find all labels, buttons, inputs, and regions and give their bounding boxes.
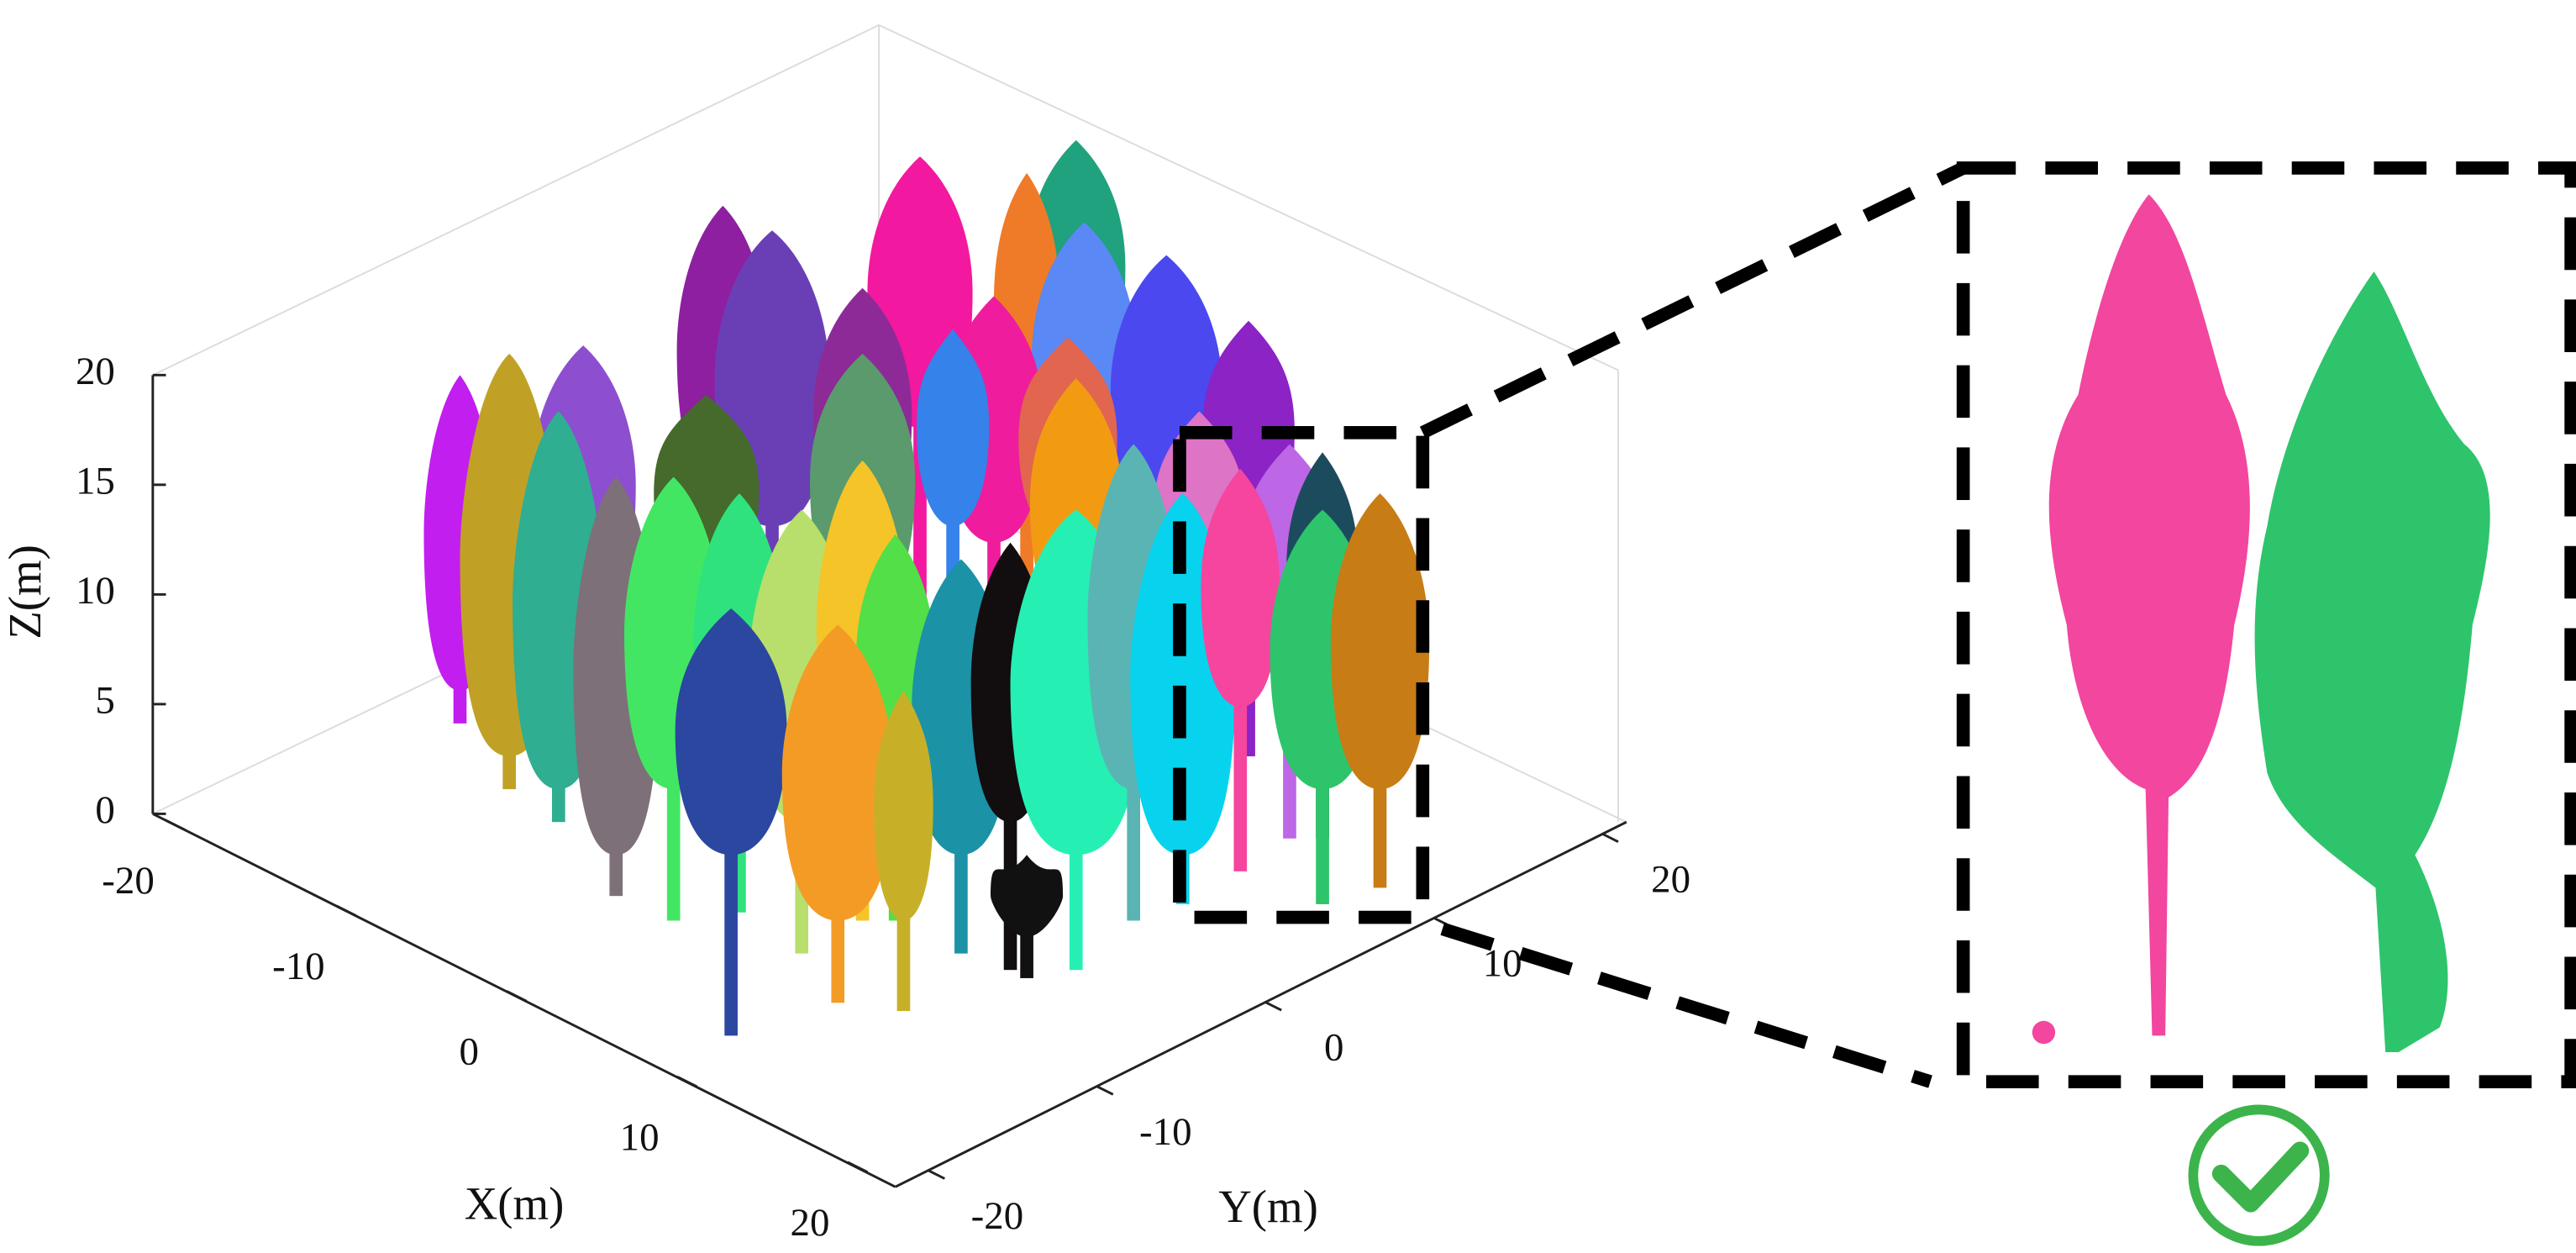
y-tick-label: 20 <box>1651 857 1690 901</box>
tree-crown <box>991 855 1064 938</box>
zoomed-trees <box>2032 194 2490 1052</box>
x-tick-label: -20 <box>102 859 155 903</box>
tree-trunk <box>502 748 516 790</box>
x-tick <box>335 904 357 917</box>
zoom-connector <box>1440 922 1932 1088</box>
check-mark <box>2211 1141 2310 1213</box>
y-tick-label: 0 <box>1324 1026 1343 1070</box>
tree-trunk <box>666 781 681 921</box>
zoom-source-box <box>1173 425 1430 924</box>
check-circle <box>2188 1104 2330 1246</box>
z-tick-label: 0 <box>95 788 114 832</box>
tree-trunk <box>724 846 738 1036</box>
y-tick-label: -20 <box>971 1194 1024 1238</box>
tree-crown <box>781 624 894 921</box>
tree-trunk <box>1127 781 1141 921</box>
x-tick <box>165 819 187 832</box>
tree-crown <box>917 329 990 527</box>
tree-trunk <box>453 682 467 724</box>
x-tick-label: 10 <box>620 1115 660 1159</box>
tree-trunk <box>896 912 911 1012</box>
x-tick <box>506 990 528 1003</box>
tree-trunk <box>1233 698 1248 871</box>
zoomed-tree <box>2048 194 2250 1036</box>
y-tick <box>1264 1000 1282 1012</box>
tree-trunk <box>831 912 845 1003</box>
tree-crown <box>675 608 787 856</box>
zoom-connector <box>1419 161 1967 439</box>
z-tick-label: 10 <box>76 569 115 613</box>
tree-trunk <box>1069 846 1083 971</box>
tree-trunk <box>1020 929 1033 978</box>
axes: X(m) Y(m) Z(m) 0 5 10 15 20 -20 -10 0 10 20 -20 -10… <box>0 350 1690 1245</box>
check-icon <box>2188 1104 2330 1246</box>
x-tick-label: 0 <box>460 1030 479 1074</box>
x-tick <box>676 1075 698 1088</box>
tree-trunk <box>954 846 968 954</box>
zoom-box <box>1956 161 2576 1088</box>
tree-trunk <box>552 781 565 823</box>
x-axis-label: X(m) <box>465 1177 565 1229</box>
zoomed-point <box>2032 1020 2056 1045</box>
tree-trunk <box>1316 781 1329 904</box>
y-axis-label: Y(m) <box>1218 1181 1318 1232</box>
z-tick-label: 20 <box>76 350 115 393</box>
x-tick-label: 20 <box>791 1201 830 1245</box>
tree-crown <box>874 690 933 921</box>
z-tick-label: 5 <box>95 679 114 723</box>
tree-crown <box>1330 493 1430 790</box>
z-tick-label: 15 <box>76 460 115 503</box>
tree-trunk <box>609 846 623 897</box>
x-tick <box>847 1161 869 1173</box>
y-tick-label: -10 <box>1139 1110 1192 1154</box>
point-cloud <box>423 140 1430 1036</box>
y-tick <box>1096 1085 1114 1096</box>
zoomed-tree <box>2254 271 2490 1052</box>
y-axis <box>895 820 1627 1188</box>
zoom-indicator <box>1173 161 2576 1088</box>
tree-trunk <box>1373 781 1387 888</box>
z-axis-label: Z(m) <box>0 545 50 640</box>
y-tick <box>928 1169 945 1180</box>
y-tick <box>1601 832 1619 843</box>
x-tick-label: -10 <box>272 945 325 988</box>
tree-crown <box>1201 468 1280 708</box>
